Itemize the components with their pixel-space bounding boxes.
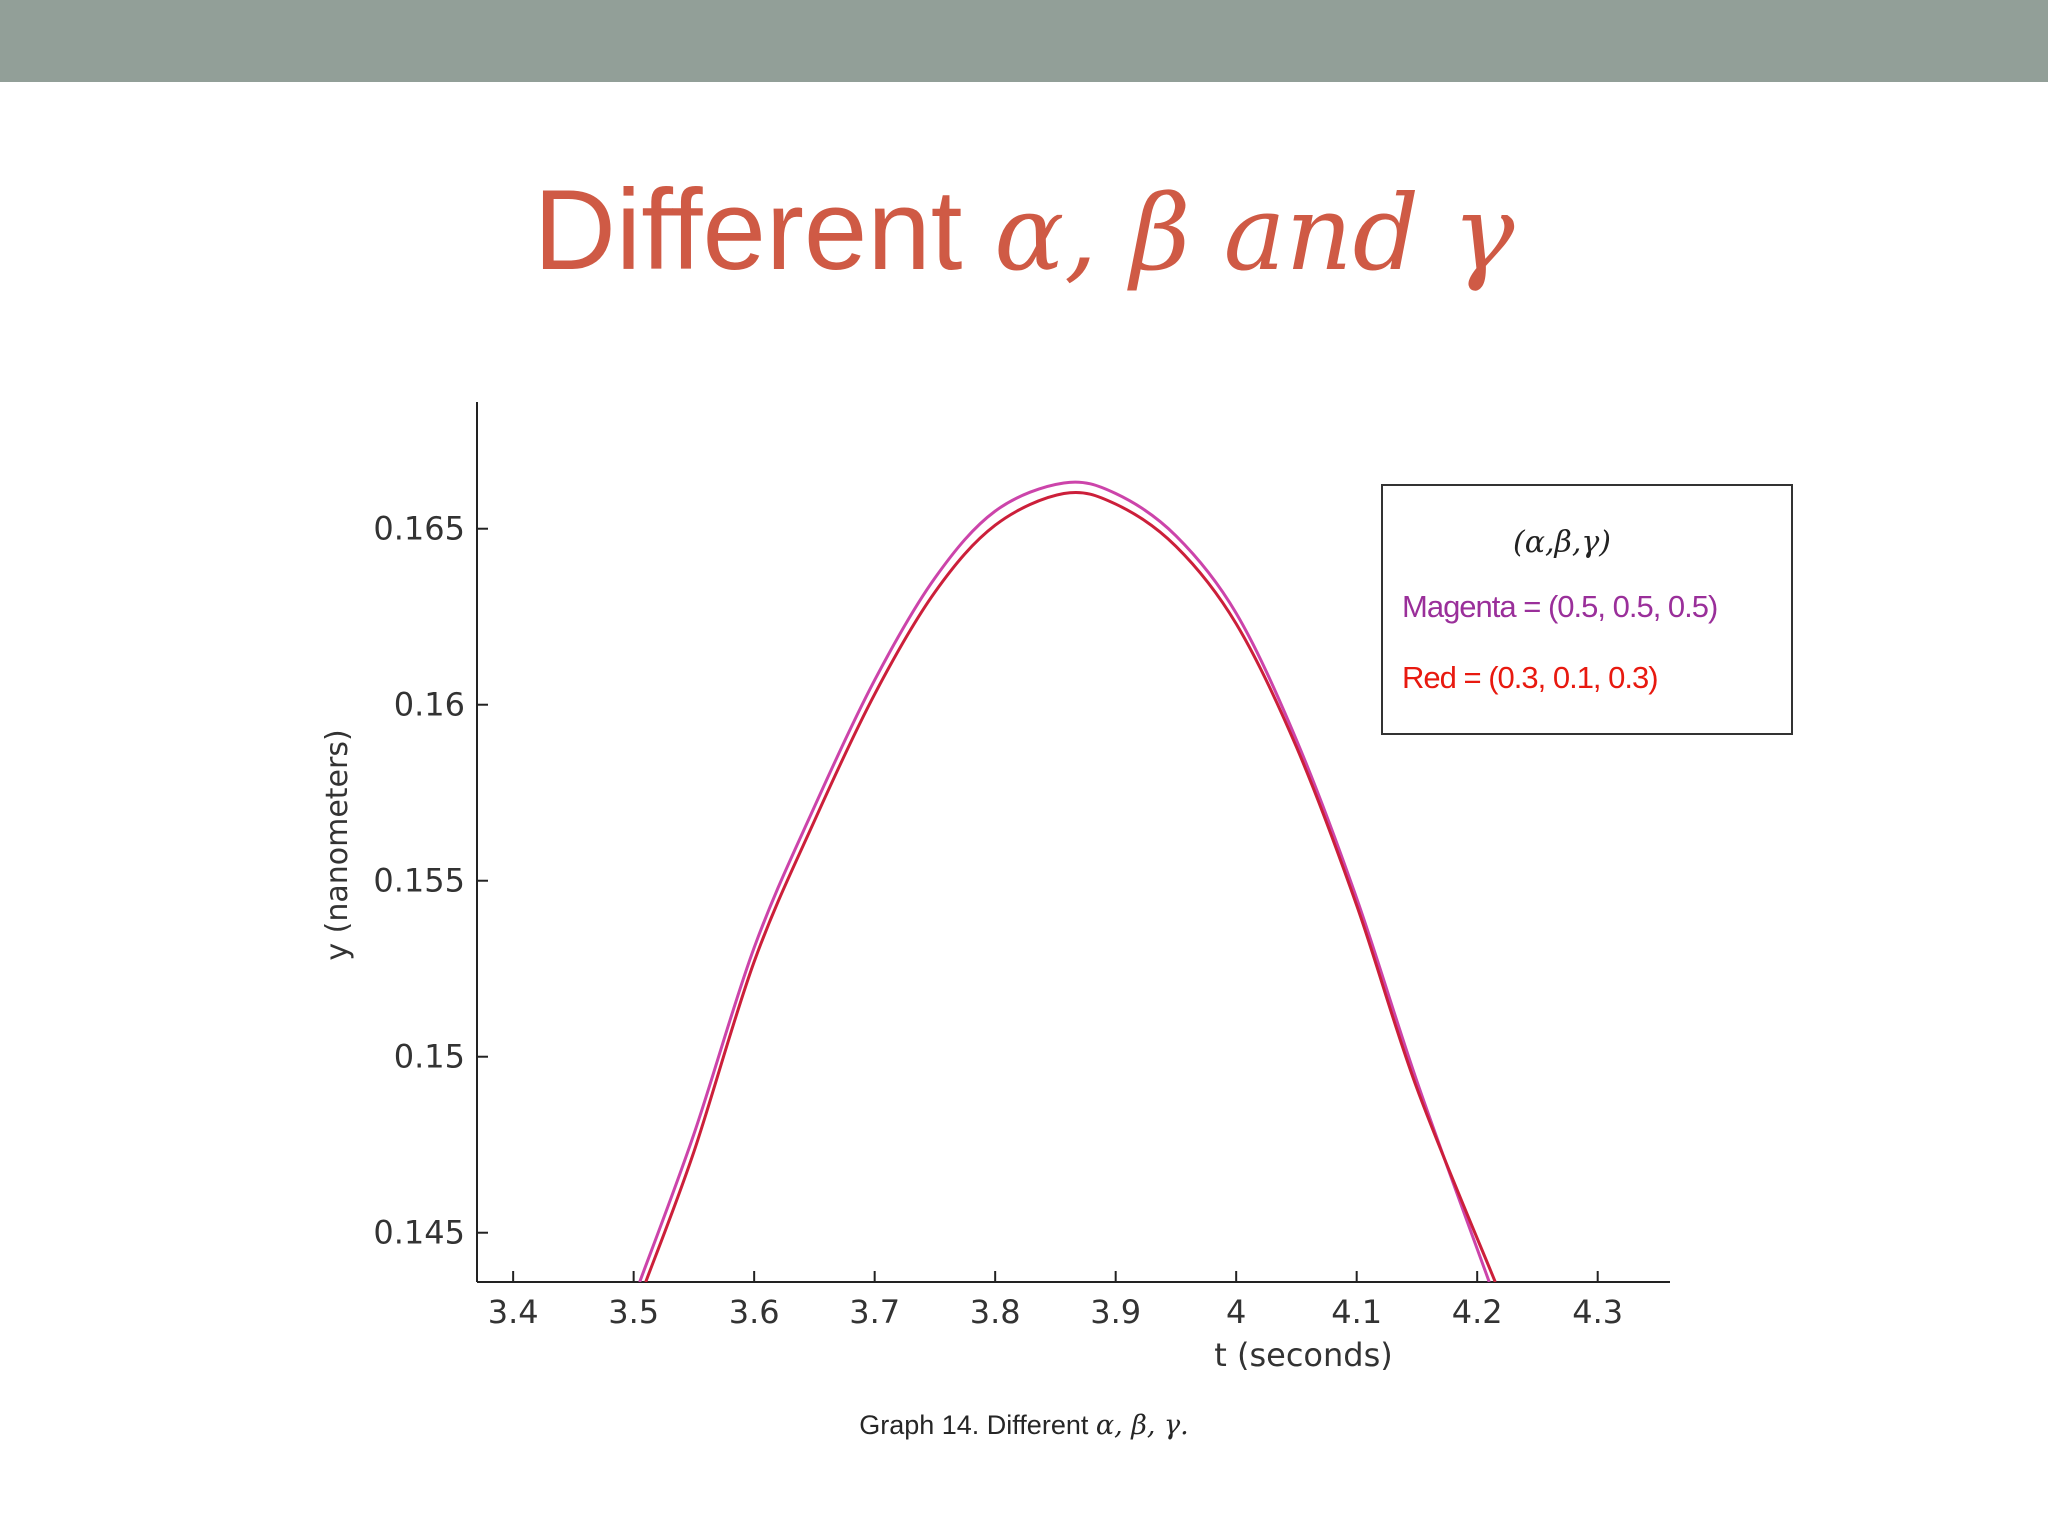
x-tick-label: 3.7 (849, 1293, 900, 1331)
x-tick-label: 4.1 (1331, 1293, 1382, 1331)
y-tick-label: 0.16 (394, 686, 465, 724)
x-tick-label: 3.5 (608, 1293, 659, 1331)
y-tick-label: 0.165 (373, 510, 465, 548)
slide-title: Different α, β and γ (0, 168, 2048, 293)
caption-text: Graph 14. Different (859, 1410, 1089, 1440)
figure-caption: Graph 14. Different α, β, γ. (0, 1410, 2048, 1441)
x-tick-label: 3.9 (1090, 1293, 1141, 1331)
x-tick-label: 3.6 (729, 1293, 780, 1331)
y-tick-label: 0.15 (394, 1038, 465, 1076)
x-tick-label: 3.8 (970, 1293, 1021, 1331)
caption-math: α, β, γ. (1095, 1410, 1189, 1441)
x-tick-label: 3.4 (488, 1293, 539, 1331)
y-tick-label: 0.155 (373, 862, 465, 900)
series-line-red (644, 490, 1497, 1282)
slide-title-text: Different (533, 167, 963, 294)
legend-entry-red: Red = (0.3, 0.1, 0.3) (1402, 660, 1658, 695)
slide-title-math: α, β and γ (994, 172, 1515, 294)
y-tick-label: 0.145 (373, 1214, 465, 1252)
legend-header: (α,β,γ) (1513, 525, 1611, 560)
legend-box (1381, 484, 1793, 735)
legend-entry-magenta: Magenta = (0.5, 0.5, 0.5) (1402, 589, 1717, 624)
x-tick-label: 4.3 (1572, 1293, 1623, 1331)
x-tick-label: 4.2 (1452, 1293, 1503, 1331)
series-line-magenta (638, 480, 1491, 1282)
y-axis-label: y (nanometers) (320, 729, 355, 960)
x-tick-label: 4 (1226, 1293, 1246, 1331)
x-axis-label: t (seconds) (1214, 1336, 1392, 1374)
top-bar (0, 0, 2048, 82)
